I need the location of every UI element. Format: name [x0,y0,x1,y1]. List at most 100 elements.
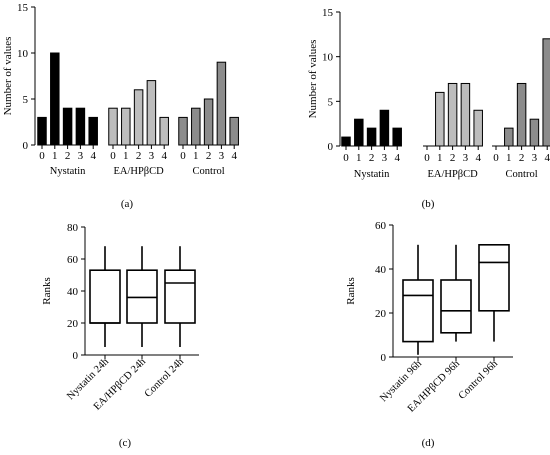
x-tick-label: 1 [437,152,443,164]
y-tick-label: 40 [375,264,387,276]
bar [216,61,227,146]
bar [516,82,527,147]
x-tick-label: 3 [78,150,84,162]
bar [354,118,364,147]
bar [191,107,201,146]
panel-label: (b) [422,198,435,210]
bar [392,127,402,147]
x-tick-label: 0 [110,150,116,162]
box [89,269,121,324]
y-axis-title: Ranks [345,277,357,305]
bar [146,80,157,146]
x-tick-label: 2 [369,152,375,164]
x-tick-label: 4 [544,152,550,164]
y-tick-label: 60 [375,220,387,232]
x-tick-label: 3 [532,152,538,164]
bar [203,98,214,146]
bar [529,118,540,147]
x-tick-label: 0 [343,152,349,164]
y-tick-label: 5 [328,96,334,108]
bar [447,82,458,147]
y-tick-label: 80 [67,222,79,234]
bar [37,116,47,146]
group-label: Nystatin [354,169,390,180]
group-label: EA/HPβCD [427,169,478,180]
bar [50,52,60,146]
bar [435,91,445,147]
x-tick-label: 1 [123,150,129,162]
group-label: Control [506,169,538,180]
bar [229,116,239,146]
x-tick-label: 0 [493,152,499,164]
box [164,269,196,324]
y-tick-label: 20 [375,308,387,320]
bar [379,109,390,147]
box [440,279,472,334]
y-tick-label: 10 [322,52,334,64]
x-tick-label: Control 96h [457,358,501,402]
y-axis-title: Number of values [2,37,14,116]
x-tick-label: 4 [161,150,167,162]
y-tick-label: 10 [17,48,29,60]
y-tick-label: 20 [67,318,79,330]
x-tick-label: 1 [52,150,58,162]
panel-label: (a) [121,198,134,210]
y-tick-label: 15 [17,2,29,14]
bar [460,82,471,147]
bar [62,107,73,146]
y-tick-label: 0 [328,141,334,153]
y-tick-label: 15 [322,7,334,19]
x-tick-label: 1 [356,152,362,164]
group-label: EA/HPβCD [113,166,164,177]
bar [108,107,118,146]
bar [121,107,131,146]
bar [75,107,86,146]
x-tick-label: 4 [475,152,481,164]
y-tick-label: 0 [23,140,29,152]
y-tick-label: 60 [67,254,79,266]
box [402,279,434,343]
bar [88,116,98,146]
y-tick-label: 0 [73,350,79,362]
bar [504,127,514,147]
x-tick-label: 3 [149,150,155,162]
bar [159,116,169,146]
bar [366,127,377,147]
y-axis-title: Ranks [41,277,53,305]
y-tick-label: 40 [67,286,79,298]
x-tick-label: 4 [90,150,96,162]
x-tick-label: 3 [382,152,388,164]
bar [473,109,483,147]
y-tick-label: 5 [23,94,29,106]
box [478,244,510,312]
x-tick-label: 2 [65,150,71,162]
x-tick-label: 1 [506,152,512,164]
x-tick-label: 2 [519,152,525,164]
panel-label: (d) [422,437,435,449]
x-tick-label: 3 [463,152,469,164]
x-tick-label: 0 [424,152,430,164]
bar [341,136,351,147]
x-tick-label: 2 [206,150,212,162]
y-tick-label: 0 [381,352,387,364]
bar [133,89,144,146]
x-tick-label: 0 [39,150,45,162]
panel-label: (c) [119,437,132,449]
x-tick-label: 4 [394,152,400,164]
x-tick-label: 4 [231,150,237,162]
x-tick-label: 1 [193,150,199,162]
bar [542,38,550,147]
y-axis-title: Number of values [307,40,319,119]
x-tick-label: 2 [450,152,456,164]
x-tick-label: 3 [219,150,225,162]
x-tick-label: 0 [180,150,186,162]
group-label: Control [193,166,225,177]
x-tick-label: 2 [136,150,142,162]
x-tick-label: Control 24h [143,356,187,400]
group-label: Nystatin [50,166,86,177]
